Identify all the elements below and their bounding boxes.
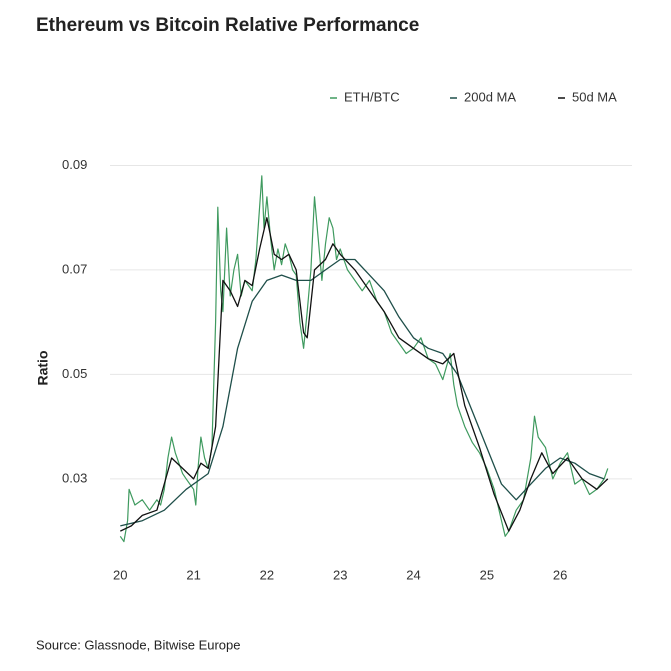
- chart-title: Ethereum vs Bitcoin Relative Performance: [36, 15, 419, 36]
- x-tick-label: 22: [260, 567, 274, 582]
- x-tick-label: 23: [333, 567, 347, 582]
- line-series: [120, 258, 605, 527]
- x-tick-label: 21: [186, 567, 200, 582]
- x-tick-label: 24: [406, 567, 420, 582]
- legend-label: 50d MA: [572, 89, 617, 104]
- y-tick-label: 0.03: [62, 470, 87, 485]
- y-tick-label: 0.05: [62, 366, 87, 381]
- x-tick-label: 25: [480, 567, 494, 582]
- y-tick-label: 0.09: [62, 157, 87, 172]
- x-tick-label: 20: [113, 567, 127, 582]
- x-tick-label: 26: [553, 567, 567, 582]
- legend-label: 200d MA: [464, 89, 516, 104]
- line-series: [120, 217, 609, 532]
- source: Source: Glassnode, Bitwise Europe: [36, 637, 241, 652]
- line-series: [119, 175, 609, 543]
- y-tick-label: 0.07: [62, 261, 87, 276]
- y-axis-label: Ratio: [35, 351, 51, 386]
- legend-label: ETH/BTC: [344, 89, 400, 104]
